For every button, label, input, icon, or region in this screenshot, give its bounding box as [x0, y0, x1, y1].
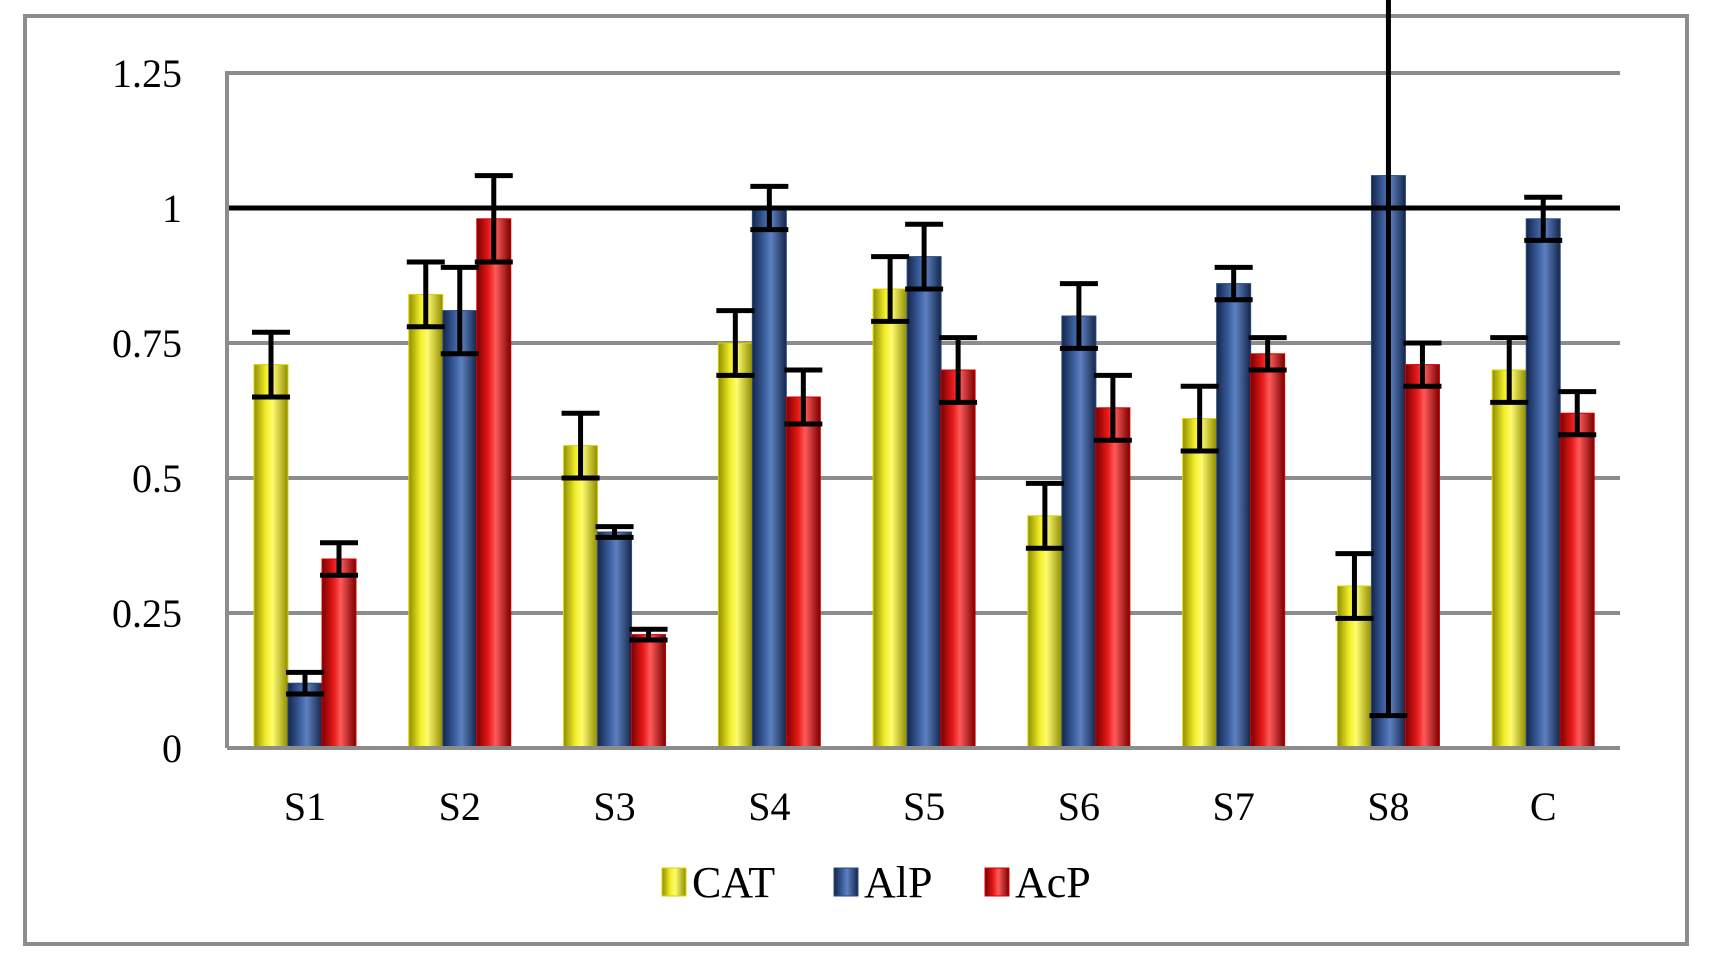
- legend-label-CAT: CAT: [692, 858, 775, 907]
- bar-AlP-S7: [1216, 283, 1252, 749]
- bar-AlP-C: [1525, 218, 1561, 749]
- bar-AlP-S4: [751, 207, 787, 749]
- x-tick-label: S2: [439, 784, 481, 829]
- y-tick-label: 0.25: [112, 591, 182, 636]
- legend-swatch-AcP: [984, 867, 1010, 897]
- y-tick-label: 0.5: [132, 456, 182, 501]
- x-tick-label: S6: [1058, 784, 1100, 829]
- bar-AlP-S6: [1061, 315, 1097, 749]
- bar-AcP-S1: [321, 558, 357, 749]
- bar-CAT-S5: [872, 288, 908, 749]
- legend-label-AlP: AlP: [864, 858, 932, 907]
- bar-AlP-S5: [906, 256, 942, 749]
- x-tick-label: C: [1530, 784, 1557, 829]
- legend-swatch-CAT: [661, 867, 687, 897]
- x-tick-label: S7: [1213, 784, 1255, 829]
- legend-label-AcP: AcP: [1015, 858, 1091, 907]
- bar-AcP-S5: [940, 369, 976, 749]
- bar-CAT-S3: [563, 445, 599, 749]
- bar-AcP-S6: [1095, 407, 1131, 749]
- x-tick-label: S1: [284, 784, 326, 829]
- y-tick-label: 1.25: [112, 51, 182, 96]
- bar-CAT-S7: [1182, 418, 1218, 749]
- y-tick-label: 1: [162, 186, 182, 231]
- x-tick-label: S5: [903, 784, 945, 829]
- bar-AlP-S3: [597, 531, 633, 749]
- legend: CAT AlP AcP: [661, 858, 1091, 907]
- bar-AcP-S8: [1404, 364, 1440, 749]
- bar-CAT-C: [1491, 369, 1527, 749]
- error-bars: [252, 0, 1597, 719]
- bar-AcP-S4: [785, 396, 821, 749]
- x-axis-ticks: S1 S2 S3 S4 S5 S6 S7 S8 C: [284, 784, 1557, 829]
- bar-AcP-S3: [631, 634, 667, 749]
- x-tick-label: S4: [748, 784, 790, 829]
- bar-AcP-S2: [476, 218, 512, 749]
- bars: [253, 175, 1595, 749]
- bar-AlP-S2: [442, 310, 478, 749]
- legend-swatch-AlP: [833, 867, 859, 897]
- x-tick-label: S3: [593, 784, 635, 829]
- y-tick-label: 0.75: [112, 321, 182, 366]
- bar-AcP-C: [1559, 412, 1595, 749]
- bar-CAT-S4: [717, 342, 753, 749]
- y-axis-ticks: 0 0.25 0.5 0.75 1 1.25: [112, 51, 182, 771]
- bar-CAT-S1: [253, 364, 289, 749]
- y-tick-label: 0: [162, 726, 182, 771]
- bar-AcP-S7: [1250, 353, 1286, 749]
- bar-CAT-S2: [408, 293, 444, 749]
- axes: [225, 71, 1620, 750]
- x-tick-label: S8: [1367, 784, 1409, 829]
